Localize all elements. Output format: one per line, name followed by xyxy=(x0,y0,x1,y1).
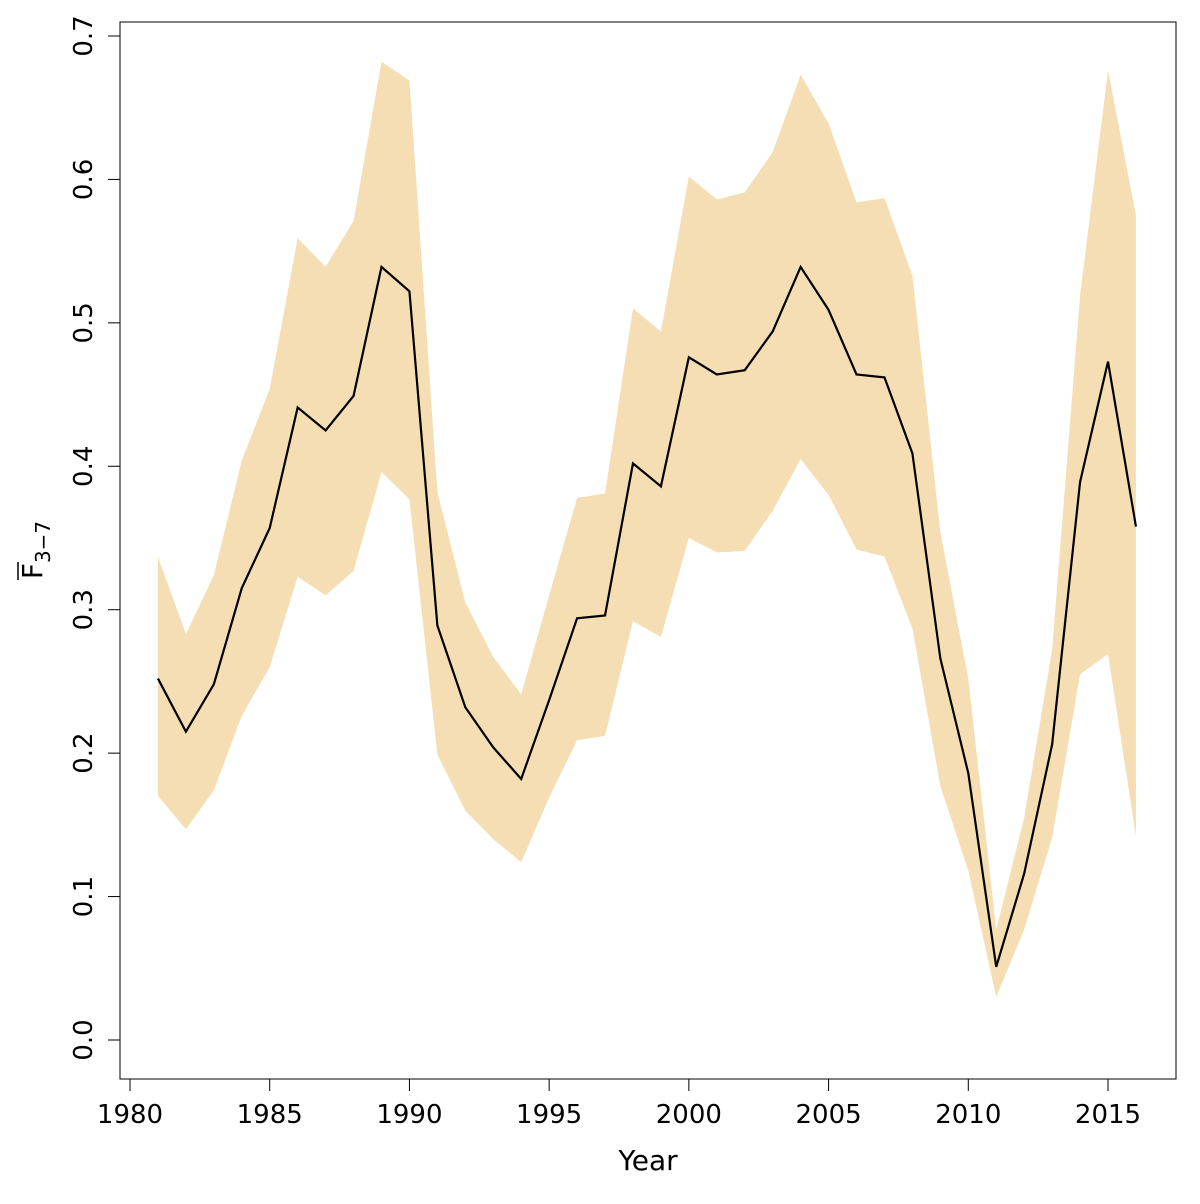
y-axis: 0.0 0.1 0.2 0.3 0.4 0.5 0.6 0.7 xyxy=(69,15,121,1061)
y-tick-label: 0.6 xyxy=(69,159,99,200)
y-tick-label: 0.5 xyxy=(69,302,99,343)
x-tick-label: 2015 xyxy=(1075,1100,1141,1130)
y-tick-label: 0.7 xyxy=(69,15,99,56)
y-tick-label: 0.1 xyxy=(69,876,99,917)
confidence-band xyxy=(157,61,1136,997)
x-tick-label: 2000 xyxy=(656,1100,722,1130)
y-axis-label: F3−7 xyxy=(16,521,55,580)
x-tick-label: 2005 xyxy=(795,1100,861,1130)
svg-text:F3−7: F3−7 xyxy=(16,521,55,579)
y-tick-label: 0.3 xyxy=(69,589,99,630)
x-tick-label: 1990 xyxy=(376,1100,442,1130)
x-tick-label: 2010 xyxy=(935,1100,1001,1130)
y-tick-label: 0.4 xyxy=(69,446,99,487)
x-tick-label: 1995 xyxy=(516,1100,582,1130)
x-tick-label: 1985 xyxy=(237,1100,303,1130)
y-tick-label: 0.0 xyxy=(69,1019,99,1060)
y-tick-label: 0.2 xyxy=(69,732,99,773)
y-axis-label-sub: 3−7 xyxy=(31,521,55,563)
x-axis: 1980 1985 1990 1995 2000 2005 2010 2015 xyxy=(97,1078,1141,1130)
estimate-line xyxy=(156,264,1138,968)
y-axis-label-main: F xyxy=(16,563,49,579)
x-tick-label: 1980 xyxy=(97,1100,163,1130)
x-axis-label: Year xyxy=(617,1144,678,1177)
